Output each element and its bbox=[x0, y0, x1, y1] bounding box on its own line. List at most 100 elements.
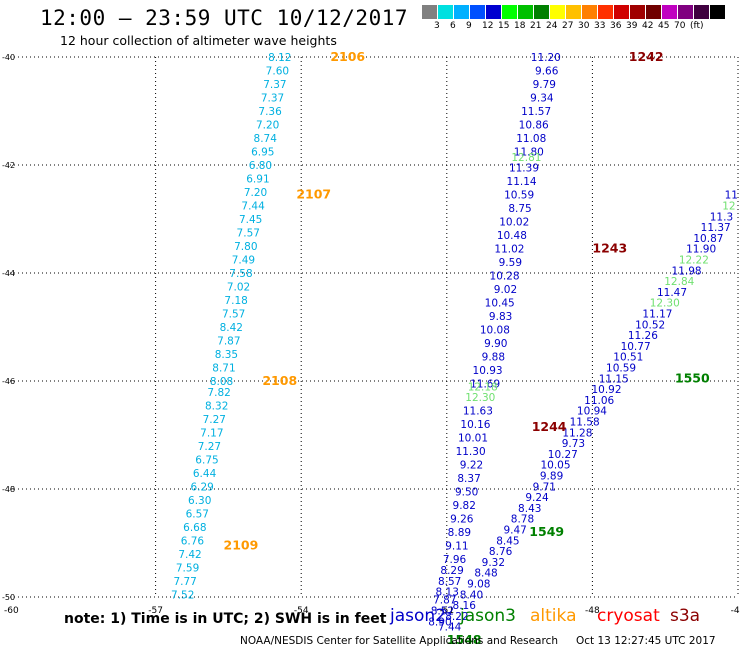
wave-height-label: 9.34 bbox=[530, 93, 554, 105]
wave-height-label: 7.60 bbox=[266, 66, 289, 78]
satellite-legend-jason3: jason3 bbox=[460, 606, 516, 626]
wave-height-label: 10.05 bbox=[540, 460, 570, 472]
color-scale-tick: (ft) bbox=[690, 21, 704, 31]
color-scale-swatch bbox=[486, 5, 502, 19]
wave-height-label: 8.08 bbox=[210, 376, 233, 388]
wave-height-label: 10.16 bbox=[460, 419, 490, 431]
wave-height-label: 6.80 bbox=[249, 160, 272, 172]
wave-height-label: 6.68 bbox=[183, 522, 206, 534]
color-scale-tick: 9 bbox=[466, 21, 472, 31]
color-scale-swatch bbox=[438, 5, 454, 19]
color-scale-swatch bbox=[582, 5, 598, 19]
y-tick-label: -46 bbox=[2, 377, 15, 386]
color-scale-swatch bbox=[694, 5, 710, 19]
wave-height-label: 7.27 bbox=[198, 441, 221, 453]
wave-height-label: 9.89 bbox=[540, 471, 563, 483]
satellite-legend-jason2: jason2 bbox=[390, 606, 446, 626]
wave-height-label: 9.02 bbox=[494, 284, 517, 296]
wave-height-label: 10.45 bbox=[485, 298, 515, 310]
wave-height-label: 8.90 bbox=[428, 616, 451, 628]
color-scale-tick: 27 bbox=[562, 21, 574, 31]
wave-height-label: 7.77 bbox=[173, 576, 196, 588]
color-scale-swatch bbox=[470, 5, 486, 19]
wave-height-label: 9.50 bbox=[455, 487, 478, 499]
wave-height-label: 11.26 bbox=[628, 330, 658, 342]
wave-height-label: 8.76 bbox=[489, 546, 513, 558]
x-tick-label: -48 bbox=[585, 606, 600, 616]
wave-height-label: 9.88 bbox=[482, 352, 505, 364]
wave-height-label: 10.59 bbox=[504, 190, 534, 202]
wave-height-label: 7.87 bbox=[433, 595, 456, 607]
wave-height-label: 7.87 bbox=[217, 336, 240, 348]
wave-height-label: 6.57 bbox=[186, 508, 209, 520]
credit-line: NOAA/NESDIS Center for Satellite Applica… bbox=[240, 635, 558, 647]
wave-height-label: 11.39 bbox=[509, 163, 539, 175]
wave-height-label: 9.08 bbox=[467, 579, 490, 591]
color-scale-tick: 6 bbox=[450, 21, 456, 31]
wave-height-label: 7.45 bbox=[239, 214, 262, 226]
color-scale-tick: 24 bbox=[546, 21, 558, 31]
y-tick-label: -48 bbox=[2, 485, 15, 494]
wave-height-label: 7.57 bbox=[222, 309, 245, 321]
color-scale-swatch bbox=[662, 5, 678, 19]
pass-time-label: 1244 bbox=[532, 419, 567, 434]
wave-height-label: 10.94 bbox=[577, 406, 607, 418]
wave-height-label: 9.32 bbox=[482, 557, 505, 569]
color-scale-swatch bbox=[646, 5, 662, 19]
x-tick-label: -54 bbox=[294, 606, 309, 616]
wave-height-label: 11.80 bbox=[514, 147, 544, 159]
x-tick-label: -45 bbox=[731, 606, 740, 616]
wave-height-label: 9.66 bbox=[535, 66, 559, 78]
color-scale-tick: 21 bbox=[530, 21, 542, 31]
wave-height-label: 11.69 bbox=[470, 379, 500, 391]
wave-height-label: 6.91 bbox=[246, 174, 269, 186]
wave-height-label: 9.71 bbox=[533, 481, 556, 493]
wave-height-label: 10.27 bbox=[548, 449, 578, 461]
chart-title: 12:00 – 23:59 UTC 10/12/2017 bbox=[40, 6, 409, 30]
wave-height-label: 7.20 bbox=[244, 187, 267, 199]
wave-height-label: 8.42 bbox=[220, 322, 243, 334]
wave-height-label: 7.42 bbox=[178, 549, 201, 561]
pass-time-label: 1242 bbox=[629, 49, 664, 64]
grid-lines bbox=[10, 56, 739, 598]
wave-height-label: 11.37 bbox=[701, 222, 731, 234]
wave-height-label: 11.14 bbox=[507, 176, 537, 188]
wave-height-label: 11.58 bbox=[570, 417, 600, 429]
color-scale-tick: 3 bbox=[434, 21, 440, 31]
color-scale-tick: 12 bbox=[482, 21, 494, 31]
wave-height-label: 9.73 bbox=[562, 438, 585, 450]
y-tick-label: -40 bbox=[2, 53, 15, 62]
wave-height-label: 6.95 bbox=[251, 147, 274, 159]
pass-time-label: 2106 bbox=[330, 49, 365, 64]
wave-height-label: 11.47 bbox=[657, 287, 687, 299]
wave-height-label: 9.26 bbox=[450, 514, 474, 526]
wave-height-label: 8.74 bbox=[254, 133, 278, 145]
wave-height-label: 7.57 bbox=[237, 228, 260, 240]
wave-height-label: 8.29 bbox=[440, 565, 463, 577]
wave-height-label: 12 bbox=[722, 201, 735, 213]
pass-time-label: 2109 bbox=[224, 538, 259, 553]
wave-height-label: 7.02 bbox=[227, 282, 250, 294]
wave-height-label: 7.37 bbox=[261, 93, 284, 105]
color-scale-swatch bbox=[598, 5, 614, 19]
color-scale-swatch bbox=[710, 5, 726, 19]
wave-height-label: 11.08 bbox=[516, 133, 546, 145]
color-scale-swatch bbox=[422, 5, 438, 19]
y-tick-label: -42 bbox=[2, 161, 15, 170]
wave-height-label: 8.71 bbox=[212, 363, 235, 375]
pass-time-label: 1243 bbox=[592, 241, 627, 256]
pass-time-labels: 2106 2107 2108 2109 1242 1243 1244 1550 1549 1548 bbox=[224, 49, 710, 647]
axis-tick-labels: -57 -54 -51 -48 -45 -60 -40 -42 -44 -46 -48 -50 bbox=[2, 53, 740, 616]
wave-height-label: 8.43 bbox=[518, 503, 541, 515]
color-scale-tick: 45 bbox=[658, 21, 670, 31]
wave-height-label: 7.36 bbox=[258, 106, 282, 118]
wave-height-label: 10.02 bbox=[499, 217, 529, 229]
wave-height-label: 8.12 bbox=[268, 52, 291, 64]
color-scale-swatch bbox=[630, 5, 646, 19]
wave-height-label: 9.47 bbox=[503, 525, 526, 537]
wave-height-label: 11.02 bbox=[494, 244, 524, 256]
wave-height-label: 11.06 bbox=[584, 395, 614, 407]
wave-height-label: 11 bbox=[725, 190, 738, 202]
color-scale-swatch bbox=[502, 5, 518, 19]
